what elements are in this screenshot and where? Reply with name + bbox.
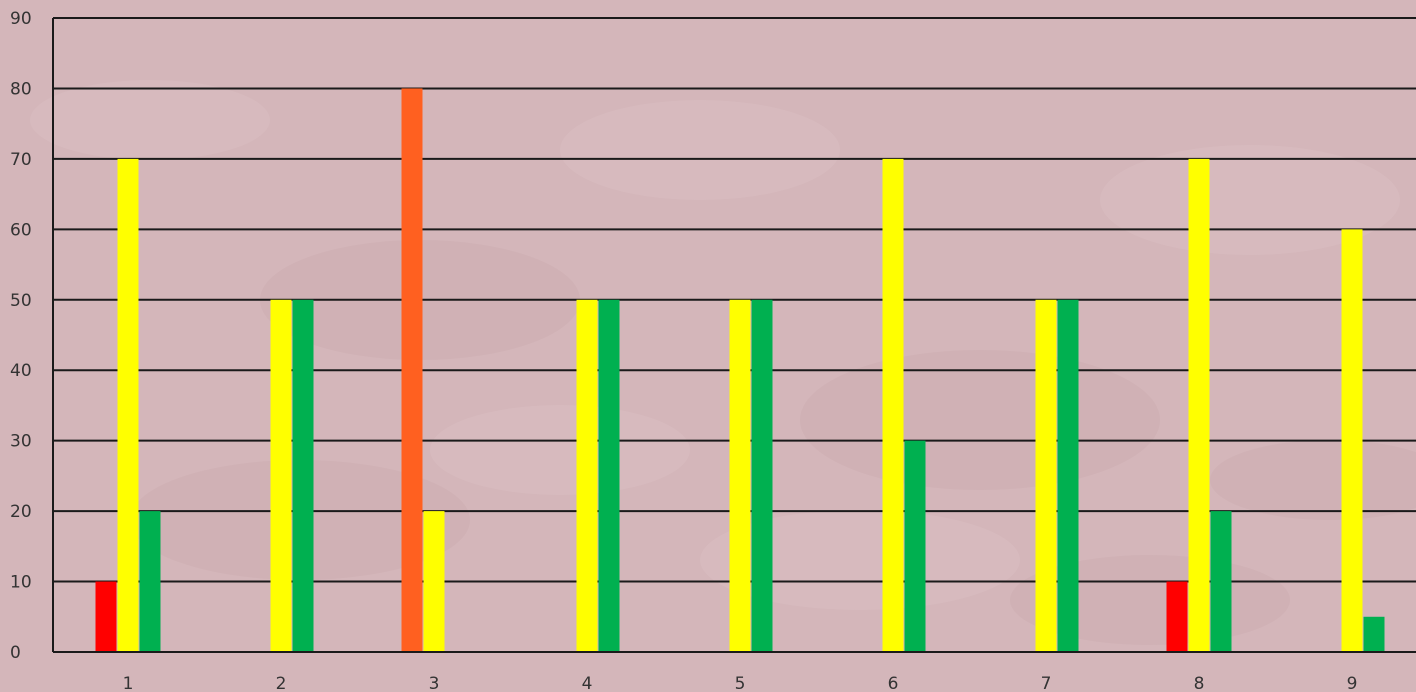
bar-9-s2	[1341, 229, 1363, 653]
bar-8-s3	[1210, 511, 1232, 652]
bar-3-s1	[401, 88, 423, 652]
bar-3-s2	[423, 511, 445, 652]
x-tick-label: 1	[123, 674, 134, 692]
texture-blotch	[700, 510, 1020, 610]
x-tick-labels: 1 2 3 4 5 6 7 8 9	[123, 674, 1358, 692]
bar-4-s3	[598, 299, 620, 652]
y-tick-label: 30	[10, 432, 32, 452]
y-tick-label: 80	[10, 79, 32, 99]
y-tick-label: 40	[10, 361, 32, 381]
texture-blotch	[1100, 145, 1400, 255]
x-tick-label: 7	[1041, 674, 1052, 692]
bar-7-s3	[1057, 299, 1079, 652]
x-tick-label: 9	[1347, 674, 1358, 692]
bar-5-s2	[729, 299, 751, 652]
bar-8-s1	[1166, 581, 1188, 652]
texture-blotch	[430, 405, 690, 495]
background-texture	[30, 80, 1416, 645]
bar-1-s1	[95, 581, 117, 652]
bars	[95, 88, 1385, 653]
bar-9-s3	[1363, 616, 1385, 652]
bar-2-s3	[292, 299, 314, 652]
texture-blotch	[30, 80, 270, 160]
y-tick-label: 0	[10, 643, 21, 663]
bar-2-s2	[270, 299, 292, 652]
bar-6-s2	[882, 158, 904, 652]
x-tick-label: 6	[888, 674, 899, 692]
x-tick-label: 4	[582, 674, 593, 692]
bar-6-s3	[904, 440, 926, 652]
texture-blotch	[560, 100, 840, 200]
y-tick-label: 70	[10, 150, 32, 170]
y-tick-label: 20	[10, 502, 32, 522]
y-tick-label: 90	[10, 9, 32, 29]
x-tick-label: 8	[1194, 674, 1205, 692]
x-tick-label: 2	[276, 674, 287, 692]
bar-4-s2	[576, 299, 598, 652]
y-tick-label: 60	[10, 220, 32, 240]
axes	[52, 18, 1416, 653]
y-tick-label: 50	[10, 291, 32, 311]
x-tick-label: 5	[735, 674, 746, 692]
x-tick-label: 3	[429, 674, 440, 692]
bar-7-s2	[1035, 299, 1057, 652]
bar-8-s2	[1188, 158, 1210, 652]
bar-5-s3	[751, 299, 773, 652]
bar-1-s2	[117, 158, 139, 652]
texture-blotch	[1210, 440, 1416, 520]
bar-1-s3	[139, 511, 161, 652]
y-tick-labels: 0 10 20 30 40 50 60 70 80 90	[10, 9, 32, 663]
y-tick-label: 10	[10, 573, 32, 593]
